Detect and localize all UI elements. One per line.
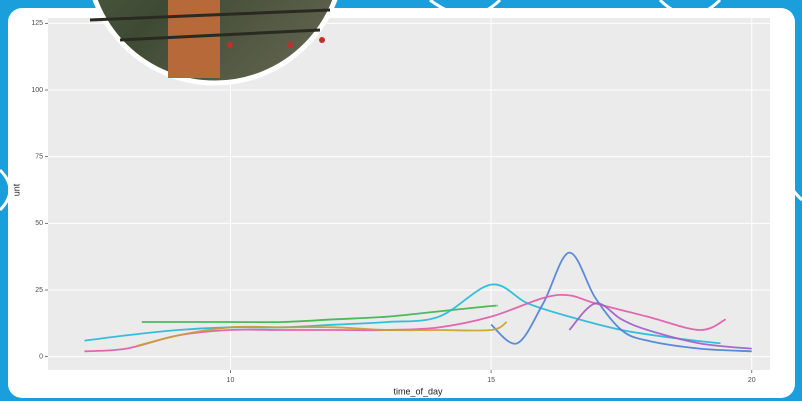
x-tick-label: 15: [487, 377, 495, 384]
trend-line: [136, 321, 508, 347]
y-tick-label: 50: [35, 220, 43, 227]
y-tick-label: 0: [39, 354, 43, 361]
trend-line: [84, 283, 721, 345]
series-group: [84, 251, 752, 353]
y-axis-title: unt: [11, 183, 21, 196]
y-tick-label: 125: [31, 20, 43, 27]
x-axis-title: time_of_day: [393, 386, 443, 396]
y-tick-label: 100: [31, 87, 43, 94]
trend-line: [141, 304, 498, 324]
x-tick-label: 20: [748, 377, 756, 384]
trend-line: [490, 251, 752, 353]
y-tick-label: 75: [35, 154, 43, 161]
x-tick-label: 10: [227, 377, 235, 384]
photo-inset: [89, 0, 338, 86]
trend-line: [568, 302, 752, 350]
y-tick-label: 25: [35, 287, 43, 294]
